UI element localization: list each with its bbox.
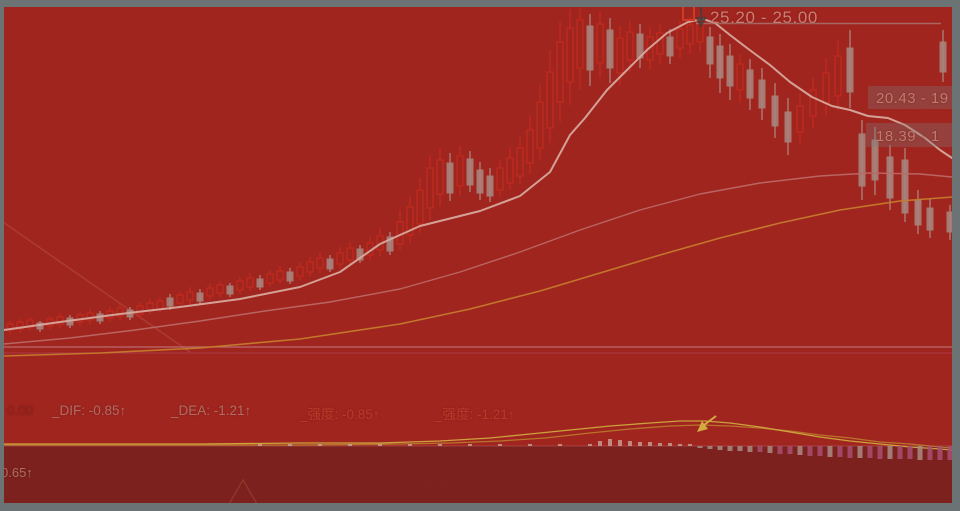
indicator-zero-label: 0.00 — [7, 403, 34, 418]
lower-panel-strength-value: 0.65↑ — [4, 465, 33, 480]
window-border-top — [0, 0, 960, 7]
indicator-dea-value: _DEA: -1.21↑ — [171, 403, 252, 418]
chart-area: 25.20 - 25.00 20.43 - 19 18.39 - 1 0.00 … — [4, 7, 952, 503]
window-border-bottom — [0, 503, 960, 511]
price-range-low-label: 18.39 - 1 — [876, 128, 940, 145]
price-range-mid-label: 20.43 - 19 — [876, 90, 949, 107]
indicator-strength1-value: _强度: -0.85↑ — [300, 407, 380, 422]
price-range-current-label: 25.20 - 25.00 — [710, 8, 818, 27]
indicator-dif-value: _DIF: -0.85↑ — [52, 403, 127, 418]
window-border-right — [952, 0, 960, 511]
indicator-strength2-value: _强度: -1.21↑ — [435, 407, 515, 422]
window-border-left — [0, 0, 4, 511]
